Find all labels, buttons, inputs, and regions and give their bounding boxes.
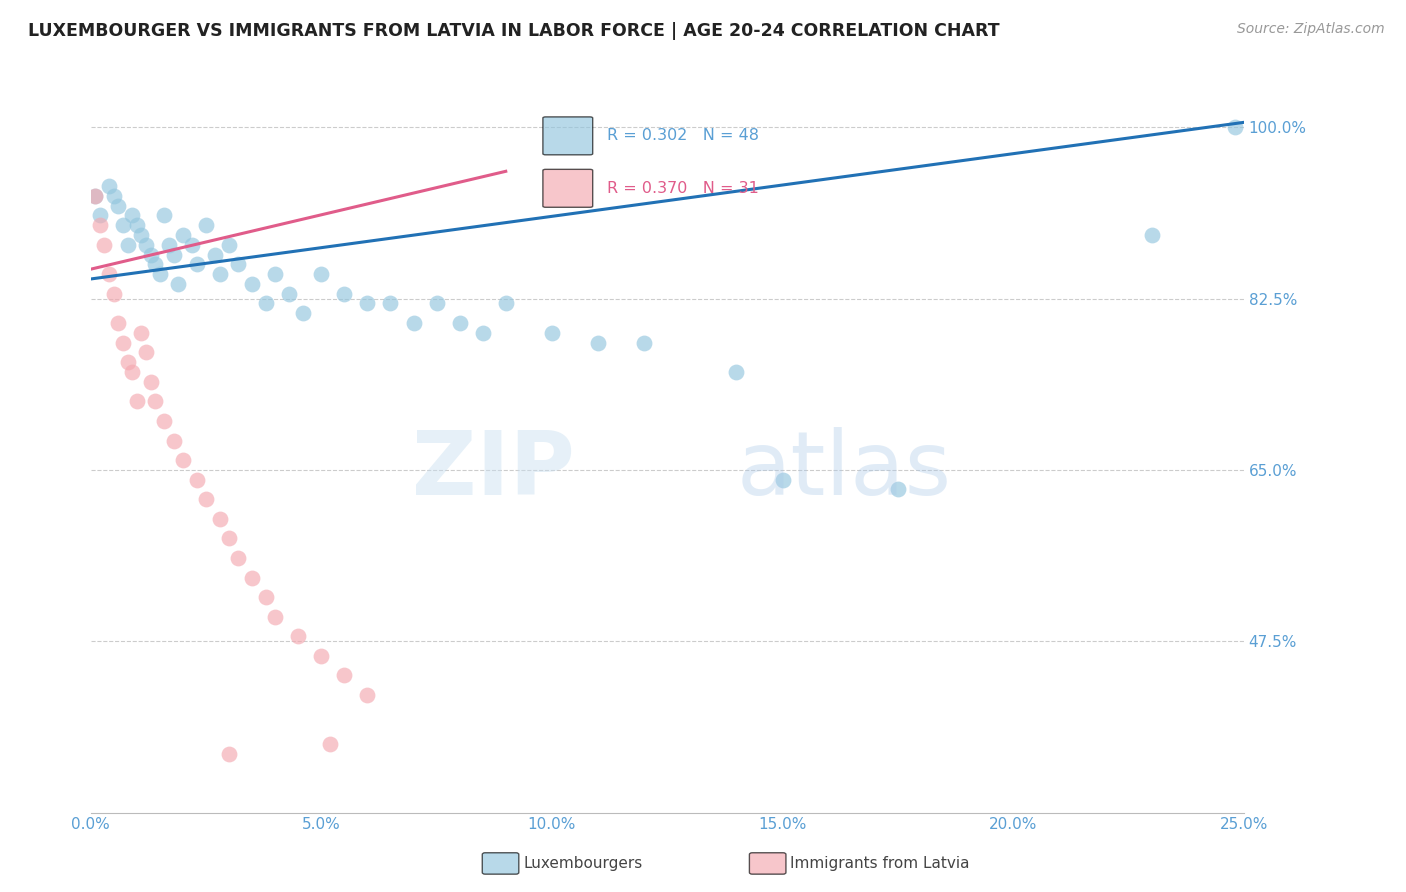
Point (254, 296, 277, 310)
Point (887, 483, 910, 497)
Point (291, 306, 314, 320)
Point (121, 365, 143, 379)
Point (107, 198, 129, 212)
Point (84, 188, 107, 202)
Point (153, 208, 176, 222)
Point (254, 590, 277, 604)
Point (240, 571, 263, 585)
Point (131, 326, 153, 340)
Point (89, 208, 111, 222)
Point (264, 267, 287, 281)
Point (426, 296, 449, 310)
Point (149, 267, 172, 281)
Point (495, 296, 517, 310)
Text: atlas: atlas (737, 426, 952, 514)
Point (264, 609, 287, 624)
Point (98, 267, 121, 281)
Text: LUXEMBOURGER VS IMMIGRANTS FROM LATVIA IN LABOR FORCE | AGE 20-24 CORRELATION CH: LUXEMBOURGER VS IMMIGRANTS FROM LATVIA I… (28, 22, 1000, 40)
Point (194, 492, 217, 507)
Point (117, 355, 139, 369)
Point (143, 394, 166, 409)
Point (139, 247, 162, 261)
Point (319, 737, 342, 751)
Point (356, 688, 378, 702)
Point (172, 227, 194, 242)
Point (541, 326, 564, 340)
Point (163, 247, 186, 261)
Point (135, 345, 157, 359)
Point (356, 296, 378, 310)
Text: Immigrants from Latvia: Immigrants from Latvia (790, 856, 970, 871)
Point (449, 316, 471, 330)
Text: Source: ZipAtlas.com: Source: ZipAtlas.com (1237, 22, 1385, 37)
Point (111, 335, 134, 350)
Point (586, 335, 609, 350)
Point (333, 286, 356, 301)
Point (218, 532, 240, 546)
Point (98, 179, 121, 194)
Point (186, 473, 208, 487)
Point (226, 551, 249, 566)
Point (240, 277, 263, 291)
Point (89, 218, 111, 232)
Point (186, 257, 208, 271)
Point (218, 237, 240, 252)
Point (1223, 120, 1246, 135)
Point (309, 648, 332, 663)
Point (226, 257, 249, 271)
Point (167, 277, 190, 291)
Point (208, 512, 231, 526)
Point (278, 286, 301, 301)
Text: Luxembourgers: Luxembourgers (523, 856, 643, 871)
Point (172, 453, 194, 467)
Point (194, 218, 217, 232)
Point (103, 188, 125, 202)
Point (143, 257, 166, 271)
Text: ZIP: ZIP (412, 426, 575, 514)
Point (471, 326, 494, 340)
Point (135, 237, 157, 252)
Point (204, 247, 226, 261)
Point (131, 227, 153, 242)
Point (163, 434, 186, 448)
Point (380, 296, 402, 310)
Point (772, 473, 794, 487)
Point (107, 316, 129, 330)
Point (157, 237, 180, 252)
Point (125, 394, 148, 409)
Point (309, 267, 332, 281)
Point (208, 267, 231, 281)
Point (402, 316, 425, 330)
Point (287, 629, 309, 643)
Point (103, 286, 125, 301)
Point (84, 188, 107, 202)
Point (139, 375, 162, 389)
Point (181, 237, 204, 252)
Point (333, 668, 356, 682)
Point (125, 218, 148, 232)
Point (633, 335, 655, 350)
Point (725, 365, 748, 379)
Point (111, 218, 134, 232)
Point (117, 237, 139, 252)
Point (121, 208, 143, 222)
Point (1140, 227, 1163, 242)
Point (93, 237, 115, 252)
Point (218, 747, 240, 761)
Point (153, 414, 176, 428)
